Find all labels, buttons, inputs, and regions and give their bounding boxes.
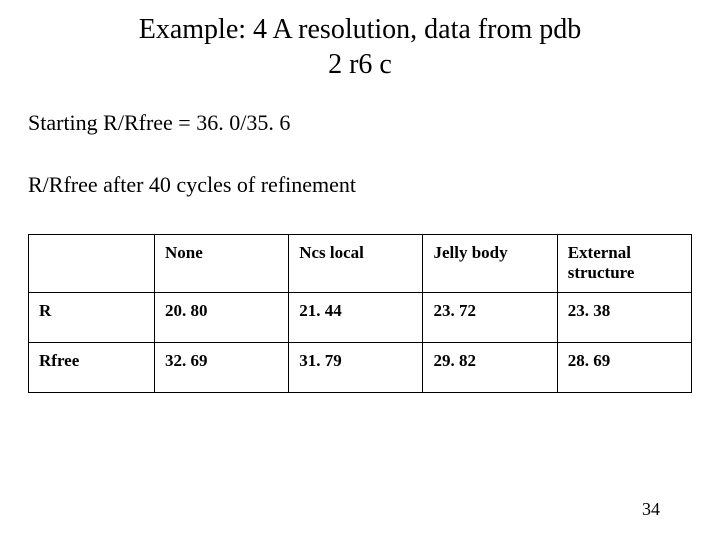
row-label-rfree: Rfree [29, 342, 155, 392]
table-header-row: None Ncs local Jelly body External struc… [29, 235, 692, 293]
cell-rfree-ncs-local: 31. 79 [289, 342, 423, 392]
cell-rfree-jelly-body: 29. 82 [423, 342, 557, 392]
col-header-none: None [154, 235, 288, 293]
title-line-2: 2 r6 c [328, 49, 392, 80]
page-number: 34 [642, 499, 660, 520]
slide-container: Example: 4 A resolution, data from pdb 2… [0, 0, 720, 540]
starting-r-line: Starting R/Rfree = 36. 0/35. 6 [28, 110, 692, 136]
col-header-external-structure: External structure [557, 235, 691, 293]
cell-r-jelly-body: 23. 72 [423, 292, 557, 342]
cell-r-ncs-local: 21. 44 [289, 292, 423, 342]
cell-rfree-none: 32. 69 [154, 342, 288, 392]
cell-r-external: 23. 38 [557, 292, 691, 342]
table-row: R 20. 80 21. 44 23. 72 23. 38 [29, 292, 692, 342]
col-header-jelly-body: Jelly body [423, 235, 557, 293]
col-header-blank [29, 235, 155, 293]
col-header-ncs-local: Ncs local [289, 235, 423, 293]
slide-title: Example: 4 A resolution, data from pdb 2… [28, 12, 692, 82]
row-label-r: R [29, 292, 155, 342]
cell-rfree-external: 28. 69 [557, 342, 691, 392]
title-line-1: Example: 4 A resolution, data from pdb [139, 14, 581, 45]
cell-r-none: 20. 80 [154, 292, 288, 342]
results-table: None Ncs local Jelly body External struc… [28, 234, 692, 393]
after-cycles-line: R/Rfree after 40 cycles of refinement [28, 172, 692, 198]
table-row: Rfree 32. 69 31. 79 29. 82 28. 69 [29, 342, 692, 392]
